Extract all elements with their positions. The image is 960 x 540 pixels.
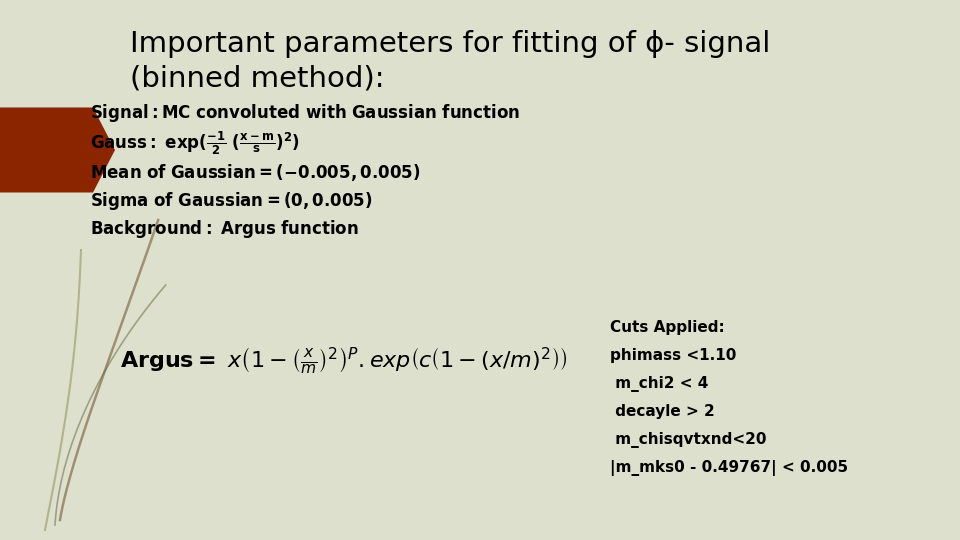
- Text: $\bf{Background:\ Argus\ function}$: $\bf{Background:\ Argus\ function}$: [90, 218, 359, 240]
- Text: $\bf{Signal: MC\ convoluted\ with\ Gaussian\ function}$: $\bf{Signal: MC\ convoluted\ with\ Gauss…: [90, 102, 520, 124]
- Text: m_chisqvtxnd<20: m_chisqvtxnd<20: [610, 432, 766, 448]
- Text: Important parameters for fitting of ϕ- signal: Important parameters for fitting of ϕ- s…: [130, 30, 770, 58]
- Text: decayle > 2: decayle > 2: [610, 404, 715, 419]
- Text: $\bf{Sigma\ of\ Gaussian = (0,0.005)}$: $\bf{Sigma\ of\ Gaussian = (0,0.005)}$: [90, 190, 372, 212]
- Text: $\bf{Mean\ of\ Gaussian = (-0.005,0.005)}$: $\bf{Mean\ of\ Gaussian = (-0.005,0.005)…: [90, 162, 420, 183]
- Text: phimass <1.10: phimass <1.10: [610, 348, 736, 363]
- Text: m_chi2 < 4: m_chi2 < 4: [610, 376, 708, 392]
- Text: Cuts Applied:: Cuts Applied:: [610, 320, 725, 335]
- Text: $\mathbf{Argus=}\ x\left(1 - \left(\frac{x}{m}\right)^2\right)^P . \mathit{exp}\: $\mathbf{Argus=}\ x\left(1 - \left(\frac…: [120, 345, 567, 375]
- Text: (binned method):: (binned method):: [130, 65, 385, 93]
- Text: $\bf{Gauss:}$ $\mathbf{exp(\frac{-1}{2}\ (\frac{x-m}{s})^2)}$: $\bf{Gauss:}$ $\mathbf{exp(\frac{-1}{2}\…: [90, 130, 300, 157]
- Text: |m_mks0 - 0.49767| < 0.005: |m_mks0 - 0.49767| < 0.005: [610, 460, 848, 476]
- Polygon shape: [0, 107, 115, 192]
